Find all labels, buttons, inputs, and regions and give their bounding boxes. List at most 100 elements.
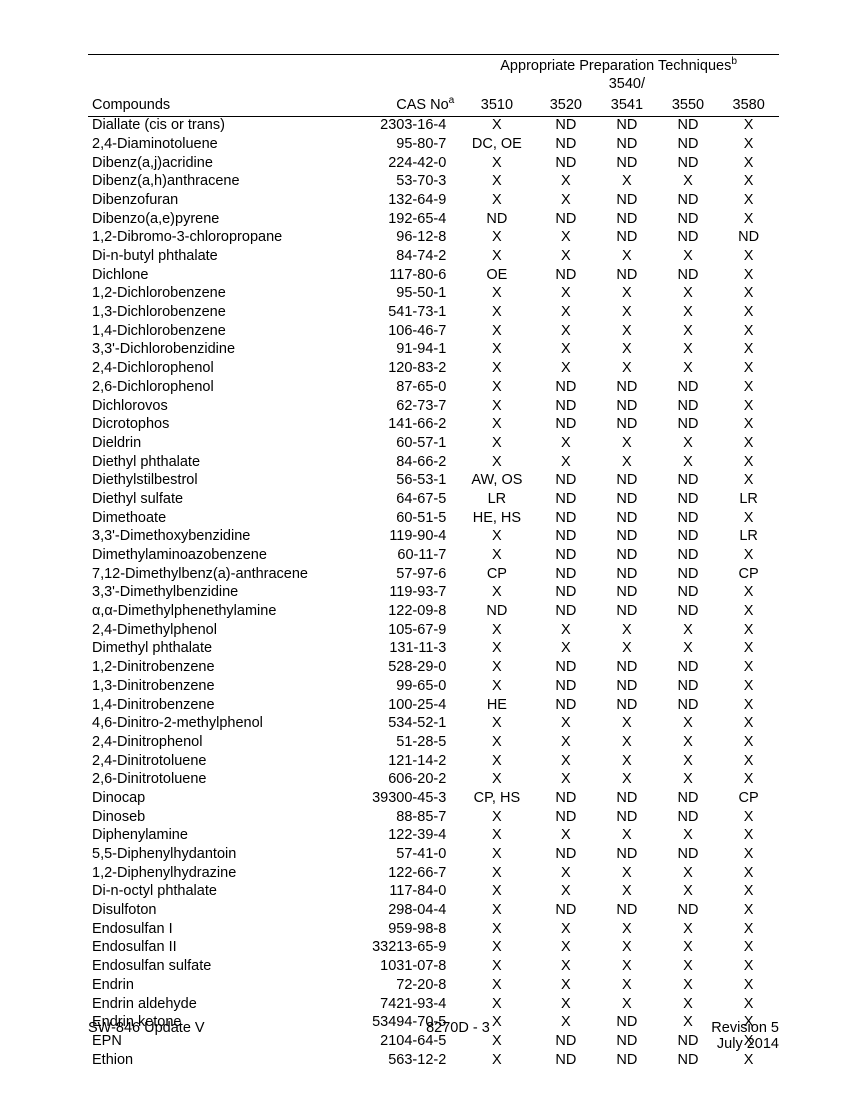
tech-cell: X (596, 920, 657, 939)
col-cas: CAS Noa (353, 94, 459, 116)
table-row: Endosulfan I959-98-8XXXXX (88, 920, 779, 939)
tech-cell: X (536, 640, 597, 659)
table-row: Di-n-butyl phthalate84-74-2XXXXX (88, 248, 779, 267)
tech-cell: X (718, 827, 779, 846)
tech-cell: CP (458, 565, 535, 584)
tech-cell: X (658, 248, 719, 267)
tech-cell: LR (718, 528, 779, 547)
tech-cell: X (596, 752, 657, 771)
table-row: Dinoseb88-85-7XNDNDNDX (88, 808, 779, 827)
compound-cell: Dibenzofuran (88, 191, 353, 210)
tech-cell: ND (658, 789, 719, 808)
cas-cell: 528-29-0 (353, 659, 459, 678)
tech-cell: X (596, 715, 657, 734)
tech-cell: X (536, 285, 597, 304)
tech-cell: X (718, 864, 779, 883)
tech-cell: X (718, 677, 779, 696)
tech-cell: X (718, 322, 779, 341)
tech-cell: X (658, 771, 719, 790)
cas-cell: 121-14-2 (353, 752, 459, 771)
tech-cell: ND (658, 116, 719, 135)
tech-cell: X (658, 285, 719, 304)
cas-cell: 84-66-2 (353, 453, 459, 472)
tech-cell: X (718, 883, 779, 902)
tech-cell: X (458, 995, 535, 1014)
compound-cell: Di-n-octyl phthalate (88, 883, 353, 902)
cas-cell: 122-09-8 (353, 603, 459, 622)
tech-cell: X (718, 902, 779, 921)
tech-cell: X (596, 434, 657, 453)
tech-cell: ND (536, 528, 597, 547)
table-row: Dibenz(a,j)acridine224-42-0XNDNDNDX (88, 154, 779, 173)
cas-cell: 96-12-8 (353, 229, 459, 248)
cas-cell: 88-85-7 (353, 808, 459, 827)
tech-cell: X (658, 883, 719, 902)
tech-cell: X (458, 883, 535, 902)
tech-cell: X (458, 173, 535, 192)
page-footer: SW-846 Update V 8270D - 3 Revision 5 Jul… (88, 1020, 779, 1052)
compound-cell: 1,2-Diphenylhydrazine (88, 864, 353, 883)
tech-cell: X (536, 939, 597, 958)
tech-cell: ND (658, 416, 719, 435)
cas-cell: 99-65-0 (353, 677, 459, 696)
table-row: Ethion563-12-2XNDNDNDX (88, 1051, 779, 1070)
table-row: Dibenz(a,h)anthracene53-70-3XXXXX (88, 173, 779, 192)
tech-cell: LR (718, 490, 779, 509)
table-row: 1,2-Dichlorobenzene95-50-1XXXXX (88, 285, 779, 304)
tech-cell: X (718, 248, 779, 267)
tech-cell: X (718, 397, 779, 416)
table-row: 4,6-Dinitro-2-methylphenol534-52-1XXXXX (88, 715, 779, 734)
table-row: 2,4-Dichlorophenol120-83-2XXXXX (88, 360, 779, 379)
compound-cell: Ethion (88, 1051, 353, 1070)
table-row: Endosulfan II33213-65-9XXXXX (88, 939, 779, 958)
tech-cell: ND (536, 490, 597, 509)
table-row: 2,4-Dimethylphenol105-67-9XXXXX (88, 621, 779, 640)
cas-cell: 60-51-5 (353, 509, 459, 528)
tech-cell: X (596, 360, 657, 379)
cas-cell: 534-52-1 (353, 715, 459, 734)
compound-cell: Endrin aldehyde (88, 995, 353, 1014)
compound-cell: Diethyl sulfate (88, 490, 353, 509)
tech-cell: ND (658, 603, 719, 622)
table-row: Dichlone117-80-6OENDNDNDX (88, 266, 779, 285)
tech-cell: ND (536, 416, 597, 435)
tech-cell: X (458, 715, 535, 734)
tech-cell: X (536, 715, 597, 734)
tech-cell: X (458, 341, 535, 360)
tech-cell: X (718, 621, 779, 640)
cas-cell: 33213-65-9 (353, 939, 459, 958)
tech-cell: X (596, 958, 657, 977)
tech-cell: X (596, 640, 657, 659)
compound-cell: Dinocap (88, 789, 353, 808)
cas-cell: 7421-93-4 (353, 995, 459, 1014)
tech-cell: X (718, 285, 779, 304)
footer-center: 8270D - 3 (426, 1020, 490, 1052)
tech-cell: ND (536, 902, 597, 921)
tech-cell: LR (458, 490, 535, 509)
tech-cell: ND (596, 154, 657, 173)
tech-cell: ND (596, 789, 657, 808)
tech-cell: ND (536, 116, 597, 135)
table-row: Dieldrin60-57-1XXXXX (88, 434, 779, 453)
tech-cell: X (718, 434, 779, 453)
compound-cell: 7,12-Dimethylbenz(a)-anthracene (88, 565, 353, 584)
tech-cell: X (458, 229, 535, 248)
tech-cell: ND (658, 846, 719, 865)
tech-cell: X (658, 621, 719, 640)
col-compounds: Compounds (88, 94, 353, 116)
tech-cell: X (718, 116, 779, 135)
tech-cell: X (718, 1051, 779, 1070)
tech-cell: OE (458, 266, 535, 285)
cas-cell: 95-80-7 (353, 135, 459, 154)
compound-cell: 5,5-Diphenylhydantoin (88, 846, 353, 865)
compound-cell: Dibenz(a,j)acridine (88, 154, 353, 173)
tech-cell: X (536, 958, 597, 977)
tech-cell: X (718, 640, 779, 659)
tech-cell: X (596, 304, 657, 323)
tech-cell: X (596, 322, 657, 341)
tech-cell: ND (596, 378, 657, 397)
tech-cell: X (458, 846, 535, 865)
cas-cell: 132-64-9 (353, 191, 459, 210)
tech-cell: X (536, 304, 597, 323)
tech-cell: ND (658, 528, 719, 547)
